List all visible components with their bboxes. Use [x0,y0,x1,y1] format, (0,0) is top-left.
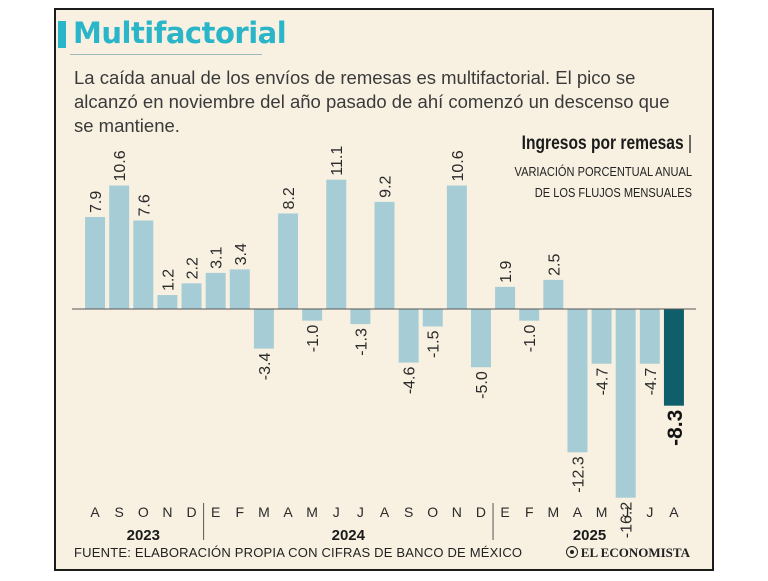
month-tick-19: M [548,504,560,520]
brand-logo: EL ECONOMISTA [565,545,690,561]
bar-22 [615,309,636,498]
chart-title-text: Ingresos por remesas [521,133,684,154]
month-tick-22: J [622,504,629,520]
data-label-1: 10.6 [112,150,129,181]
data-label-13: -4.6 [402,366,419,394]
month-tick-3: N [162,504,172,520]
year-label-2024: 2024 [332,527,366,544]
chart-subtitle: VARIACIÓN PORCENTUAL ANUAL DE LOS FLUJOS… [514,164,692,200]
data-label-22: -16.2 [619,502,636,539]
bar-8 [278,213,299,309]
year-label-2025: 2025 [573,527,606,544]
brand-name: EL ECONOMISTA [580,545,690,560]
month-tick-21: M [596,504,608,520]
month-tick-20: A [573,504,583,520]
bar-15 [446,185,467,309]
brand-icon [565,546,578,558]
data-label-12: 9.2 [378,175,395,197]
month-tick-15: N [452,504,462,520]
bar-23 [639,309,660,364]
chart-title: Ingresos por remesas | [512,133,692,155]
page-title: Multifactorial [73,16,287,50]
month-tick-6: F [235,504,244,520]
data-label-4: 2.2 [185,257,202,279]
data-label-9: -1.0 [305,325,322,353]
month-tick-0: A [90,504,100,520]
month-tick-9: M [306,504,318,520]
bar-14 [422,309,443,327]
month-tick-10: J [333,504,340,520]
bar-16 [470,309,491,368]
data-label-3: 1.2 [160,269,177,291]
data-label-17: 1.9 [498,261,515,283]
data-label-5: 3.1 [209,247,226,269]
month-tick-12: A [380,504,390,520]
bar-1 [109,185,130,309]
source-note: FUENTE: ELABORACIÓN PROPIA CON CIFRAS DE… [74,545,523,560]
month-tick-18: F [525,504,534,520]
year-label-2023: 2023 [127,527,160,544]
data-label-11: -1.3 [353,328,370,356]
data-label-7: -3.4 [257,353,274,381]
bar-21 [591,309,612,364]
title-underline [70,54,262,55]
bar-10 [326,179,347,309]
month-tick-11: J [357,504,364,520]
bar-12 [374,201,395,309]
bar-6 [229,269,250,309]
bar-0 [85,216,106,309]
month-tick-4: D [186,504,196,520]
bar-3 [157,295,178,309]
bar-17 [495,286,516,309]
month-tick-7: M [258,504,270,520]
data-label-2: 7.6 [136,194,153,216]
chart-title-separator: | [687,133,692,154]
month-tick-24: A [669,504,679,520]
bar-11 [350,309,371,325]
bar-4 [181,283,202,309]
month-tick-8: A [283,504,293,520]
bar-5 [205,272,226,309]
data-label-6: 3.4 [233,243,250,265]
month-tick-23: J [646,504,653,520]
bar-9 [302,309,323,321]
month-tick-14: O [427,504,438,520]
bar-7 [253,309,274,349]
data-label-18: -1.0 [522,325,539,353]
subtitle: La caída anual de los envíos de remesas … [74,67,670,136]
data-label-23: -4.7 [643,368,660,396]
month-tick-1: S [115,504,124,520]
bar-19 [543,279,564,309]
bar-13 [398,309,419,363]
data-label-19: 2.5 [546,254,563,276]
data-label-10: 11.1 [329,146,346,176]
chart-heading: Ingresos por remesas | VARIACIÓN PORCENT… [472,133,692,203]
bar-2 [133,220,154,309]
bar-20 [567,309,588,453]
bar-18 [519,309,540,321]
data-label-0: 7.9 [88,191,105,213]
data-label-15: 10.6 [450,150,467,181]
data-label-14: -1.5 [426,330,443,358]
month-tick-5: E [211,504,220,520]
month-tick-2: O [138,504,149,520]
bar-24 [663,309,684,406]
data-label-16: -5.0 [474,371,491,399]
data-label-20: -12.3 [570,456,587,493]
data-label-24: -8.3 [664,410,687,446]
month-tick-13: S [404,504,413,520]
month-tick-17: E [500,504,509,520]
month-tick-16: D [476,504,486,520]
data-label-21: -4.7 [595,368,612,396]
data-label-8: 8.2 [281,187,298,209]
title-accent-bar [58,21,66,48]
